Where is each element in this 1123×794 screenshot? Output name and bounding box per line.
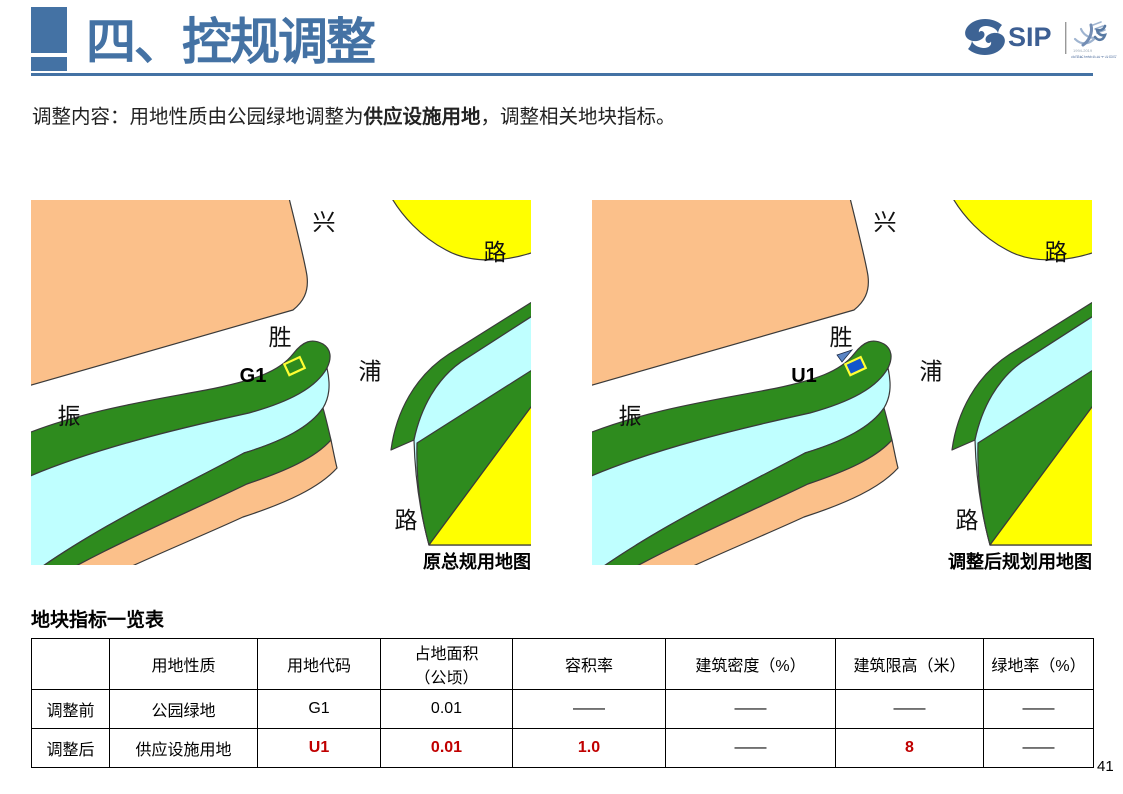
svg-text:1994-2019: 1994-2019 (1073, 48, 1093, 53)
svg-text:中国新加坡苏州工业园区: 中国新加坡苏州工业园区 (1071, 54, 1117, 58)
svg-text:胜: 胜 (269, 324, 292, 350)
svg-text:浦: 浦 (920, 358, 943, 384)
svg-text:U1: U1 (791, 365, 817, 387)
svg-text:浦: 浦 (359, 358, 382, 384)
svg-text:路: 路 (395, 507, 418, 533)
svg-text:振: 振 (619, 403, 642, 429)
svg-text:SIP: SIP (1008, 22, 1052, 52)
svg-text:兴: 兴 (874, 209, 897, 235)
svg-text:路: 路 (956, 507, 979, 533)
svg-text:路: 路 (1045, 239, 1068, 265)
svg-text:兴: 兴 (313, 209, 336, 235)
svg-text:胜: 胜 (830, 324, 853, 350)
svg-text:G1: G1 (240, 365, 267, 387)
svg-text:路: 路 (484, 239, 507, 265)
svg-text:振: 振 (58, 403, 81, 429)
